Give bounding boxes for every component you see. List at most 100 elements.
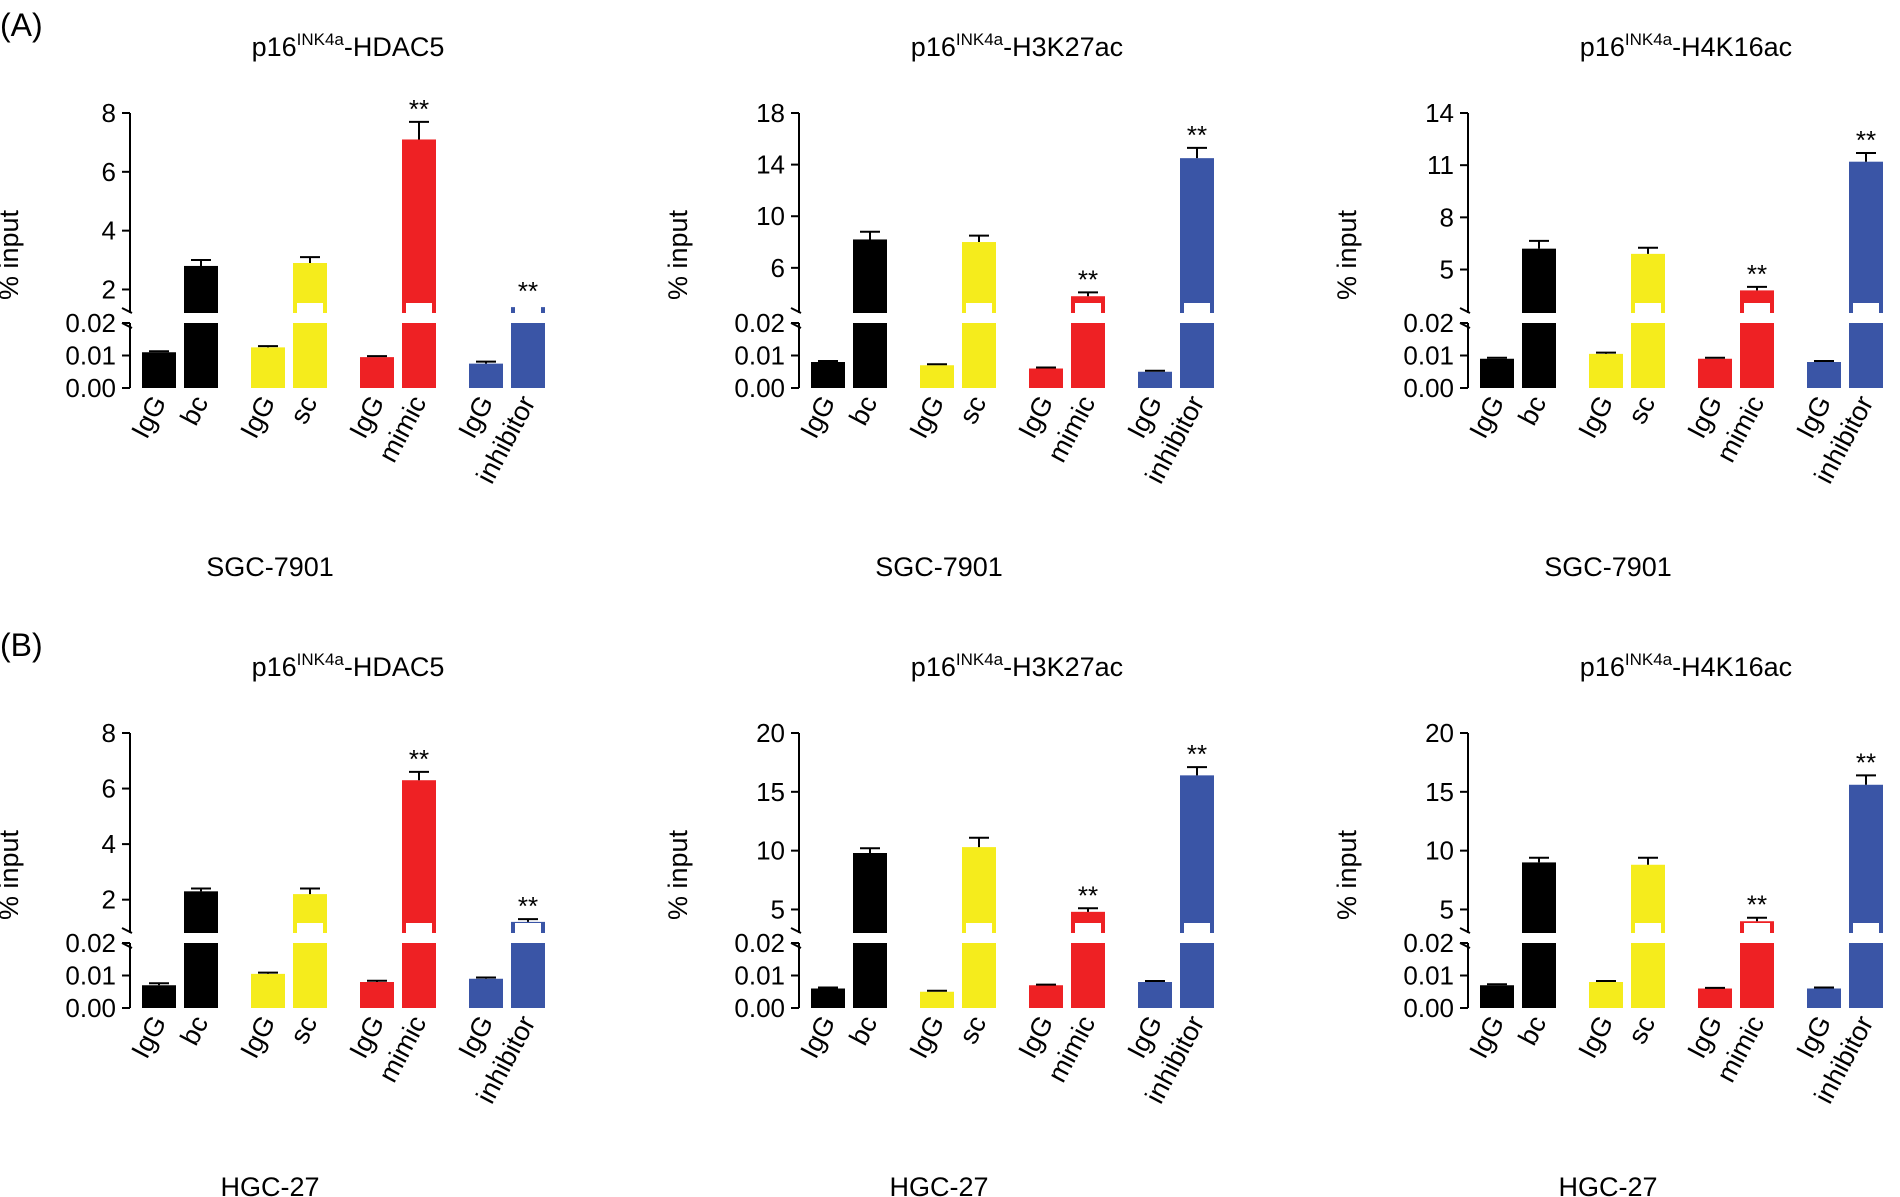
bar-break-gap (1635, 303, 1661, 323)
x-tick-label: bc (843, 1011, 883, 1050)
y-tick-label-lower: 0.01 (65, 341, 116, 371)
bar-bc-upper-segment (853, 853, 887, 933)
y-tick-label-upper: 6 (771, 253, 785, 283)
y-tick-label-upper: 15 (756, 777, 785, 807)
bar-break-gap (1075, 923, 1101, 943)
bar-inhibitor-upper-segment (1849, 784, 1883, 933)
bar-break-gap (1184, 923, 1210, 943)
y-axis-label: % input (663, 829, 693, 920)
y-tick-label-upper: 5 (771, 894, 785, 924)
axis-break-mark (121, 307, 133, 314)
error-bar (1705, 356, 1725, 359)
y-tick-label-lower: 0.01 (734, 961, 785, 991)
error-bar (1145, 369, 1165, 372)
title-suffix: -H3K27ac (1003, 32, 1123, 62)
y-tick-label-upper: 11 (1427, 150, 1454, 180)
x-tick-label: bc (843, 391, 883, 430)
chart-title: p16INK4a-H3K27ac (911, 650, 1123, 682)
bar-bc-lower-segment (853, 323, 887, 388)
bar-IgG (1029, 368, 1063, 388)
bar-IgG (142, 352, 176, 388)
error-bar (1187, 146, 1207, 159)
y-tick-label-upper: 14 (756, 150, 785, 180)
bar-bc-lower-segment (184, 943, 218, 1008)
bar-inhibitor-upper-segment (1180, 158, 1214, 313)
error-bar (1747, 285, 1767, 291)
error-bar (969, 234, 989, 243)
x-tick-label: sc (284, 1011, 323, 1049)
bar-IgG (469, 978, 503, 1008)
bar-inhibitor-upper-segment (1849, 161, 1883, 313)
axis-break-mark (121, 927, 133, 934)
y-tick-label-upper: 10 (756, 201, 785, 231)
y-tick-label-upper: 10 (756, 836, 785, 866)
error-bar (1487, 983, 1507, 986)
title-prefix: p16 (252, 652, 297, 682)
bar-sc-upper-segment (962, 242, 996, 313)
bar-inhibitor-lower-segment (1180, 943, 1214, 1008)
bar-IgG (920, 991, 954, 1008)
axis-break-mark (790, 307, 802, 314)
chart-6: p16INK4a-H4K16ac % input 0.000.010.02 5 10 15… (1332, 650, 1883, 1197)
x-tick-label: bc (174, 391, 214, 430)
error-bar (191, 259, 211, 266)
title-superscript: INK4a (956, 30, 1004, 49)
error-bar (476, 360, 496, 364)
y-tick-label-lower: 0.00 (65, 993, 116, 1023)
cell-line-label: SGC-7901 (1544, 552, 1672, 582)
bar-IgG (1029, 985, 1063, 1008)
y-tick-label-lower: 0.02 (65, 928, 116, 958)
title-superscript: INK4a (297, 650, 345, 669)
title-prefix: p16 (1580, 652, 1625, 682)
significance-marker: ** (518, 276, 538, 306)
bar-IgG (1807, 362, 1841, 388)
bar-IgG (1698, 358, 1732, 388)
bar-break-gap (406, 923, 432, 943)
error-bar (1596, 351, 1616, 354)
significance-marker: ** (1747, 890, 1767, 920)
significance-marker: ** (1856, 747, 1876, 777)
significance-marker: ** (1078, 264, 1098, 294)
bar-bc-upper-segment (1522, 862, 1556, 933)
bar-mimic-lower-segment (1740, 943, 1774, 1008)
x-tick-label: sc (1622, 391, 1661, 429)
bar-bc-upper-segment (184, 891, 218, 933)
chart-3: p16INK4a-H4K16ac % input 0.000.010.02 5 8 11 1… (1332, 30, 1883, 582)
error-bar (409, 770, 429, 781)
bar-inhibitor-lower-segment (1849, 943, 1883, 1008)
bar-mimic-lower-segment (1071, 323, 1105, 388)
title-superscript: INK4a (956, 650, 1004, 669)
error-bar (1856, 152, 1876, 162)
error-bar (1596, 980, 1616, 983)
bar-IgG (251, 347, 285, 388)
error-bar (860, 847, 880, 853)
x-tick-label: IgG (794, 1011, 841, 1064)
error-bar (1078, 291, 1098, 297)
y-tick-label-lower: 0.00 (734, 373, 785, 403)
y-tick-label-upper: 5 (1440, 894, 1454, 924)
bar-break-gap (515, 923, 541, 943)
y-tick-label-lower: 0.01 (65, 961, 116, 991)
axis-break-mark (1459, 927, 1471, 934)
bar-mimic-upper-segment (402, 139, 436, 313)
bar-break-gap (1075, 303, 1101, 323)
bar-inhibitor-lower-segment (1849, 323, 1883, 388)
error-bar (1145, 980, 1165, 983)
error-bar (367, 355, 387, 358)
error-bar (1856, 774, 1876, 785)
y-tick-label-upper: 4 (102, 829, 116, 859)
title-suffix: -H4K16ac (1672, 32, 1792, 62)
bar-break-gap (515, 303, 541, 323)
y-axis-label: % input (1332, 829, 1362, 920)
significance-marker: ** (409, 94, 429, 124)
y-tick-label-upper: 5 (1440, 255, 1454, 285)
cell-line-label: HGC-27 (889, 1172, 988, 1197)
y-axis-label: % input (1332, 209, 1362, 300)
bar-IgG (1138, 982, 1172, 1008)
title-prefix: p16 (911, 32, 956, 62)
cell-line-label: SGC-7901 (875, 552, 1003, 582)
y-tick-label-lower: 0.00 (65, 373, 116, 403)
title-superscript: INK4a (1625, 30, 1673, 49)
y-tick-label-upper: 20 (1425, 718, 1454, 748)
y-tick-label-upper: 8 (102, 98, 116, 128)
